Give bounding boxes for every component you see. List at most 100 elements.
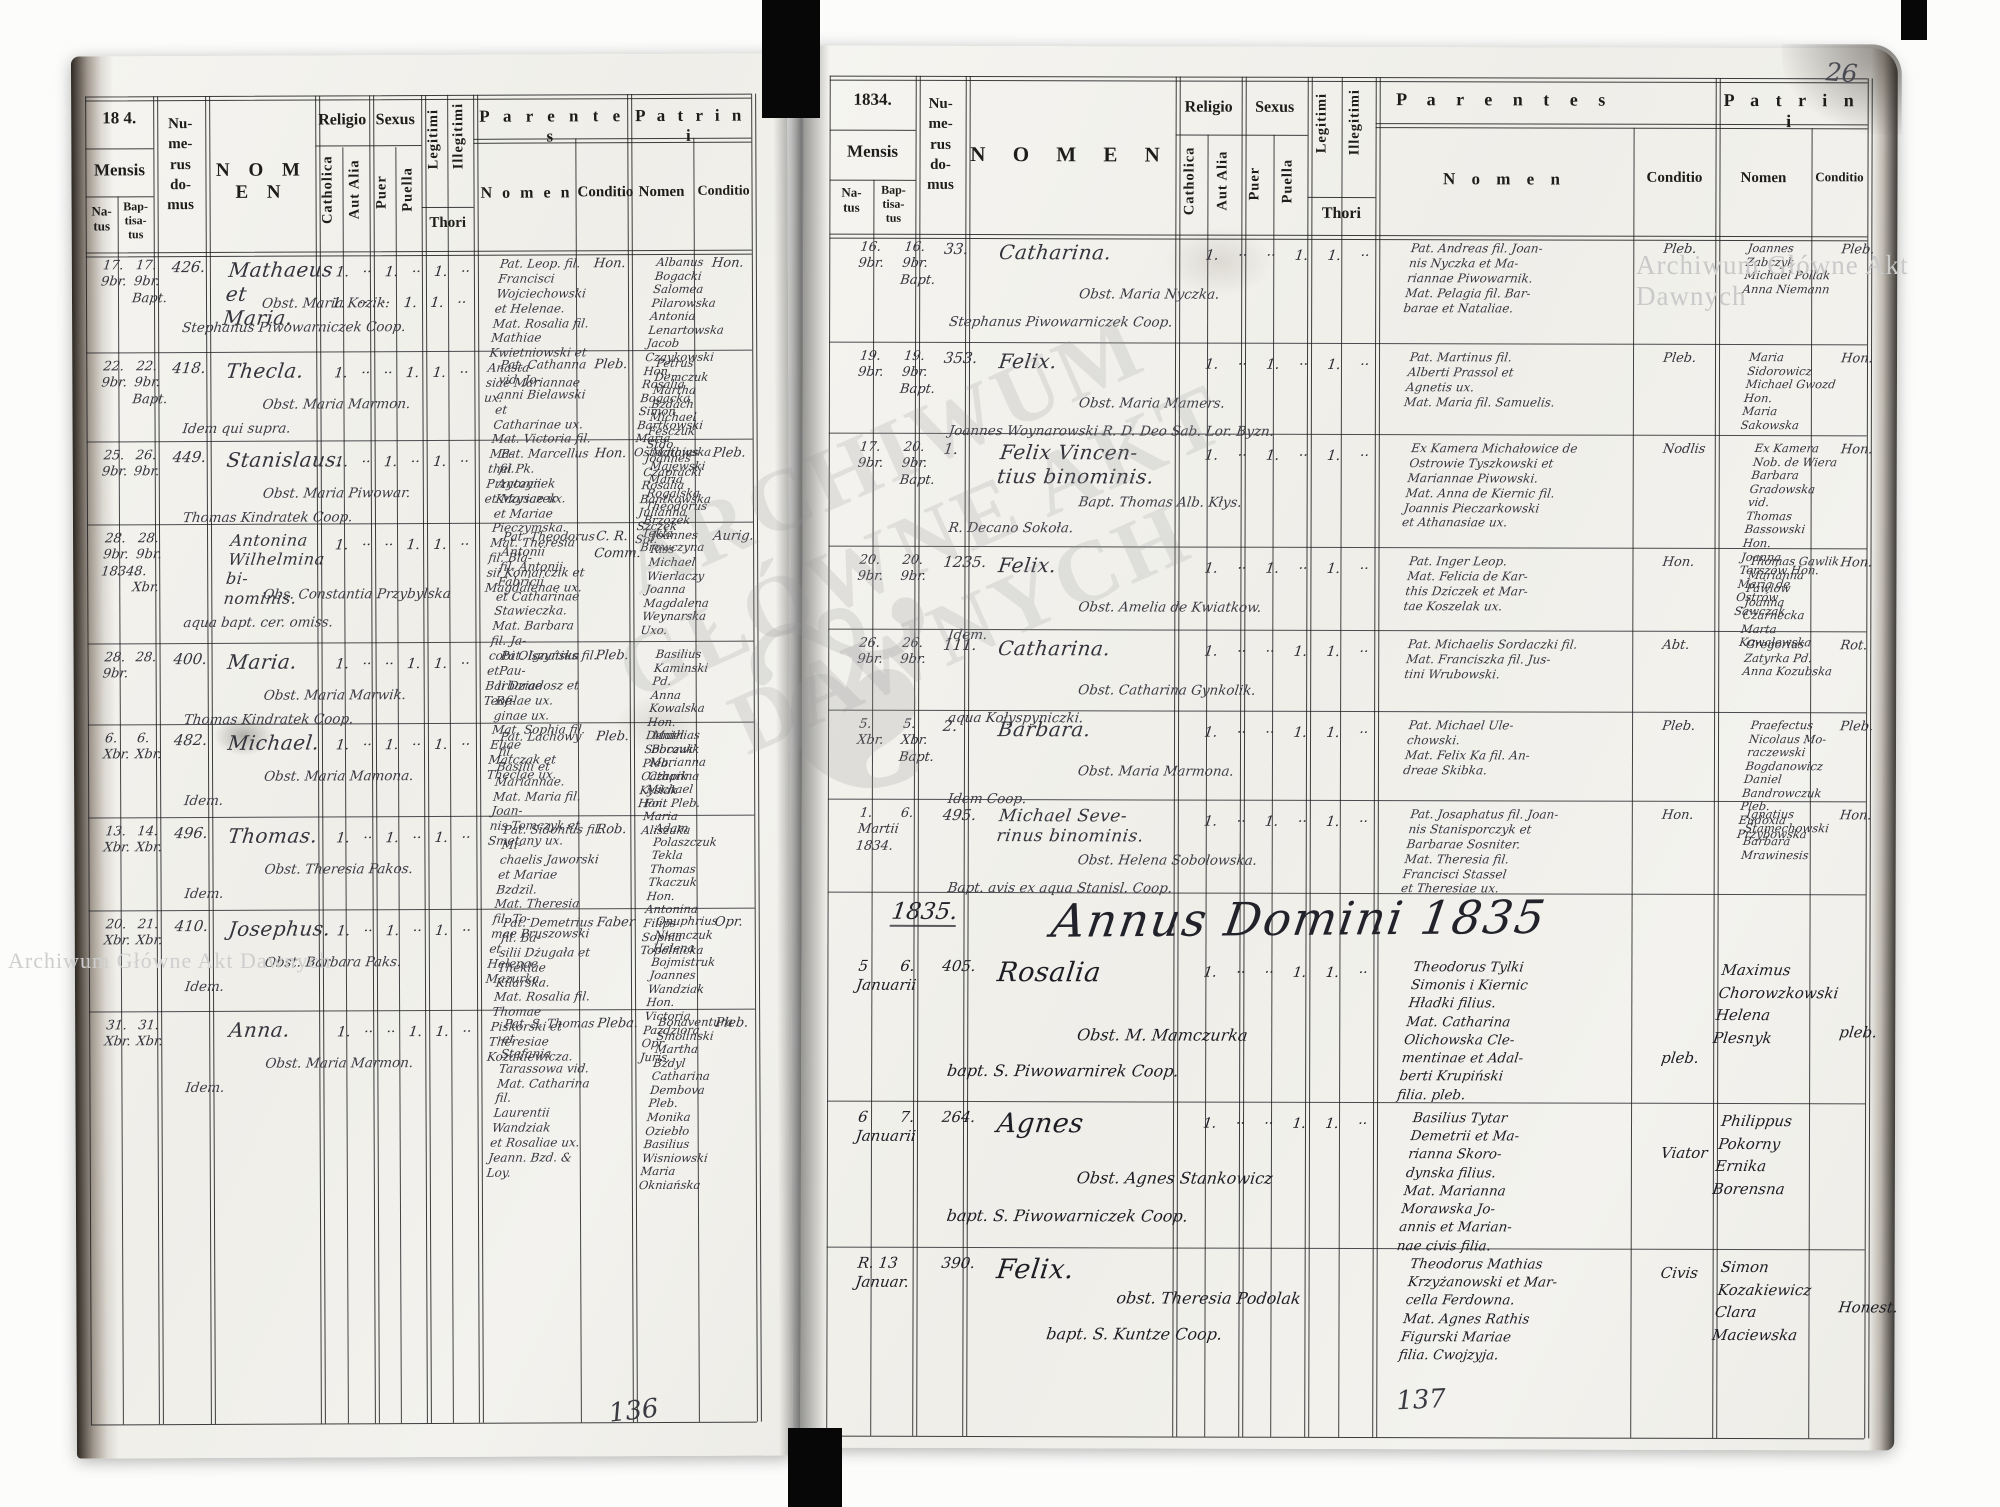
- baptisatus-date: 21. Xbr.: [134, 917, 164, 949]
- col-header-parentes-nomen: N o m e n: [1442, 169, 1566, 189]
- col-header-puer: Puer: [373, 175, 390, 210]
- house-number: 495.: [941, 805, 978, 825]
- register-row: 13. Xbr. 14. Xbr. 496. Thomas. Obst. The…: [88, 815, 755, 986]
- year-header: 1834.: [853, 89, 892, 109]
- baptisatus-date: 26. 9br.: [132, 448, 161, 480]
- parentes-text: Ex Kamera Michałowice de Ostrowie Tyszko…: [1401, 441, 1579, 530]
- tally-marks: 1. ·· 1. ·· 1. ··: [335, 736, 471, 754]
- baptizer-note: bapt. S. Piwowarnirek Coop.: [945, 1060, 1180, 1081]
- natus-date: 28. 9br.: [101, 650, 130, 682]
- col-header-religio: Religio: [318, 111, 367, 129]
- col-header-patrini: P a t r i n i: [635, 105, 746, 145]
- house-number: 111.: [942, 635, 978, 655]
- patrini-text: Joannes Riss Michael Wierlaczy Joanna Ma…: [639, 527, 710, 638]
- right-register-rows: 16. 9br. 16. 9br. Bapt. 33. Catharina. O…: [826, 233, 1899, 1411]
- page-number-right: 137: [1395, 1383, 1447, 1417]
- register-row: 19. 9br. 19. 9br. Bapt. 353. Felix. Obst…: [828, 342, 1874, 440]
- register-row: 20. 9br. 20. 9br. 1235. Felix. Obst. Ame…: [828, 546, 1873, 650]
- parentes-conditio: C. R. Comm.: [593, 529, 642, 562]
- natus-date: 26. 9br.: [856, 635, 884, 668]
- patrini-conditio: Pleb.: [711, 445, 747, 461]
- register-row: 28. 9br. 28. 400. Maria. Obst. Maria Mar…: [87, 641, 754, 810]
- parentes-conditio: Pleb.: [1661, 718, 1697, 734]
- parentes-conditio: Abt.: [1661, 637, 1691, 653]
- obstetrix-note: Obst. Agnes Stankowicz: [1075, 1168, 1274, 1188]
- tally-marks: 1. ·· ·· 1. 1. ··: [1202, 964, 1369, 982]
- obstetrix-note: Obst. Maria Mamers.: [1077, 395, 1226, 412]
- house-number: 482.: [172, 730, 209, 750]
- obstetrix-note: Obst. Amelia de Kwiatkow.: [1077, 599, 1263, 616]
- house-number: 426.: [170, 257, 207, 277]
- tally-marks: 1. ·· ·· 1. 1. ··: [334, 536, 471, 554]
- house-number: 400.: [172, 649, 209, 669]
- house-number: 1235.: [942, 552, 988, 572]
- col-header-patrini-conditio: Conditio: [697, 183, 750, 199]
- register-row: 6. Xbr. 6. Xbr. 482. Michael. Obst. Mari…: [87, 722, 755, 848]
- baptisatus-date: 20. 9br. Bapt.: [898, 439, 936, 488]
- parentes-conditio: Pleb.: [595, 729, 630, 745]
- child-name: Michael.: [226, 730, 321, 755]
- baptizer-note: Idem qui supra.: [181, 420, 292, 438]
- baptizer-note: Stephanus Piwowarniczek Coop.: [948, 313, 1174, 331]
- obstetrix-note: obst. Theresia Podolak: [1115, 1288, 1302, 1308]
- child-name: Josephus.: [227, 916, 333, 941]
- tally-marks: 1. ·· ·· 1. 1. ··: [333, 364, 470, 382]
- obstetrix-note: Obst. Maria Marmon.: [261, 396, 412, 413]
- patrini-conditio: Pleb.: [1839, 719, 1875, 735]
- parentes-conditio: Hon.: [1661, 807, 1695, 823]
- patrini-conditio: Honest.: [1837, 1298, 1899, 1317]
- parentes-text: Theodorus Tylki Simonis i Kiernic Hładki…: [1396, 959, 1529, 1103]
- col-header-illegitimi: Illegitimi: [1346, 88, 1363, 156]
- patrini-conditio: Hon.: [1839, 442, 1874, 458]
- natus-date: 20. 9br.: [856, 552, 884, 585]
- natus-date: 13. Xbr.: [102, 824, 131, 856]
- archive-watermark-top-right: Archiwum Główne Akt Dawnych: [1636, 250, 1909, 311]
- baptizer-note: aqua bapt. cer. omiss.: [182, 614, 334, 632]
- tally-marks: 1. ·· ·· 1. 1. ··: [1203, 643, 1370, 661]
- col-header-catholica: Catholica: [319, 155, 336, 225]
- tally-marks: [1203, 1255, 1397, 1256]
- natus-date: 5 Januarii: [855, 956, 918, 994]
- patrini-conditio: Hon.: [1840, 351, 1874, 367]
- parentes-conditio: Pleb.: [1662, 350, 1698, 366]
- obstetrix-note: Bapt. Thomas Alb. Kłys.: [1077, 494, 1243, 511]
- col-header-parentes: P a r e n t e s: [1396, 89, 1614, 110]
- baptizer-note: R. Decano Sokoła.: [947, 519, 1075, 537]
- register-row: 22. 9br. 22. 9br. Bapt. 418. Thecla. Obs…: [86, 350, 753, 546]
- natus-date: 19. 9br.: [857, 348, 885, 381]
- left-table-gridlines: [71, 53, 787, 1426]
- baptizer-note: Stephanus Piwowarniczek Coop.: [181, 319, 407, 337]
- parentes-text: Basilius Tytar Demetrii et Ma- rianna Sk…: [1395, 1110, 1521, 1254]
- patrini-text: Simon Kozakiewicz Clara Maciewska: [1711, 1257, 1813, 1344]
- col-header-baptisatus: Bap- tisa- tus: [881, 182, 906, 225]
- right-page-binding-edge: [800, 45, 830, 1448]
- parentes-text: Pat. Michael Ule- chowski. Mat. Felix Ka…: [1402, 718, 1531, 777]
- obstetrix-note: Obst. Maria Nyczka.: [1078, 286, 1221, 303]
- patrini-conditio: pleb.: [1838, 1023, 1879, 1042]
- patrini-text: Maximus Chorowzkowski Helena Plesnyk: [1712, 960, 1840, 1047]
- parentes-text: Pat. Josaphatus fil. Joan- nis Stanispor…: [1400, 807, 1560, 896]
- year-header: 18 4.: [102, 108, 137, 128]
- baptisatus-date: 16. 9br. Bapt.: [899, 239, 937, 288]
- baptisatus-date: 28. 9br. 8. Xbr.: [131, 531, 163, 596]
- obstetrix-note: Obst. Catharina Gynkolik.: [1077, 682, 1257, 699]
- col-header-religio: Religio: [1184, 98, 1233, 116]
- natus-date: 25. 9br.: [100, 448, 129, 480]
- child-name: Catharina.: [997, 240, 1113, 265]
- parentes-conditio: Nodlis: [1661, 441, 1707, 457]
- baptizer-note: Idem.: [184, 1079, 226, 1097]
- scan-black-bar-top: [762, 0, 820, 118]
- col-header-thori: Thori: [1321, 204, 1361, 223]
- tally-marks: 1. ·· ·· 1. 1. ··: [1204, 247, 1371, 265]
- parentes-conditio: Hon.: [1661, 554, 1696, 570]
- natus-date: 20. Xbr.: [102, 917, 132, 949]
- col-header-puer: Puer: [1246, 166, 1263, 201]
- child-name: Maria.: [226, 649, 299, 674]
- baptisatus-date: 20. 9br.: [899, 552, 927, 585]
- register-row: 5. Xbr. 5. Xbr. Bapt. 2. Barbara. Obst. …: [827, 710, 1874, 841]
- house-number: 390.: [940, 1253, 977, 1273]
- annus-year: 1835.: [889, 898, 960, 927]
- obstetrix-note: Obst. Maria Piwowar.: [261, 485, 412, 502]
- col-header-parentes-nomen: N o m e n: [480, 184, 573, 202]
- right-table-gridlines: [804, 46, 1898, 1440]
